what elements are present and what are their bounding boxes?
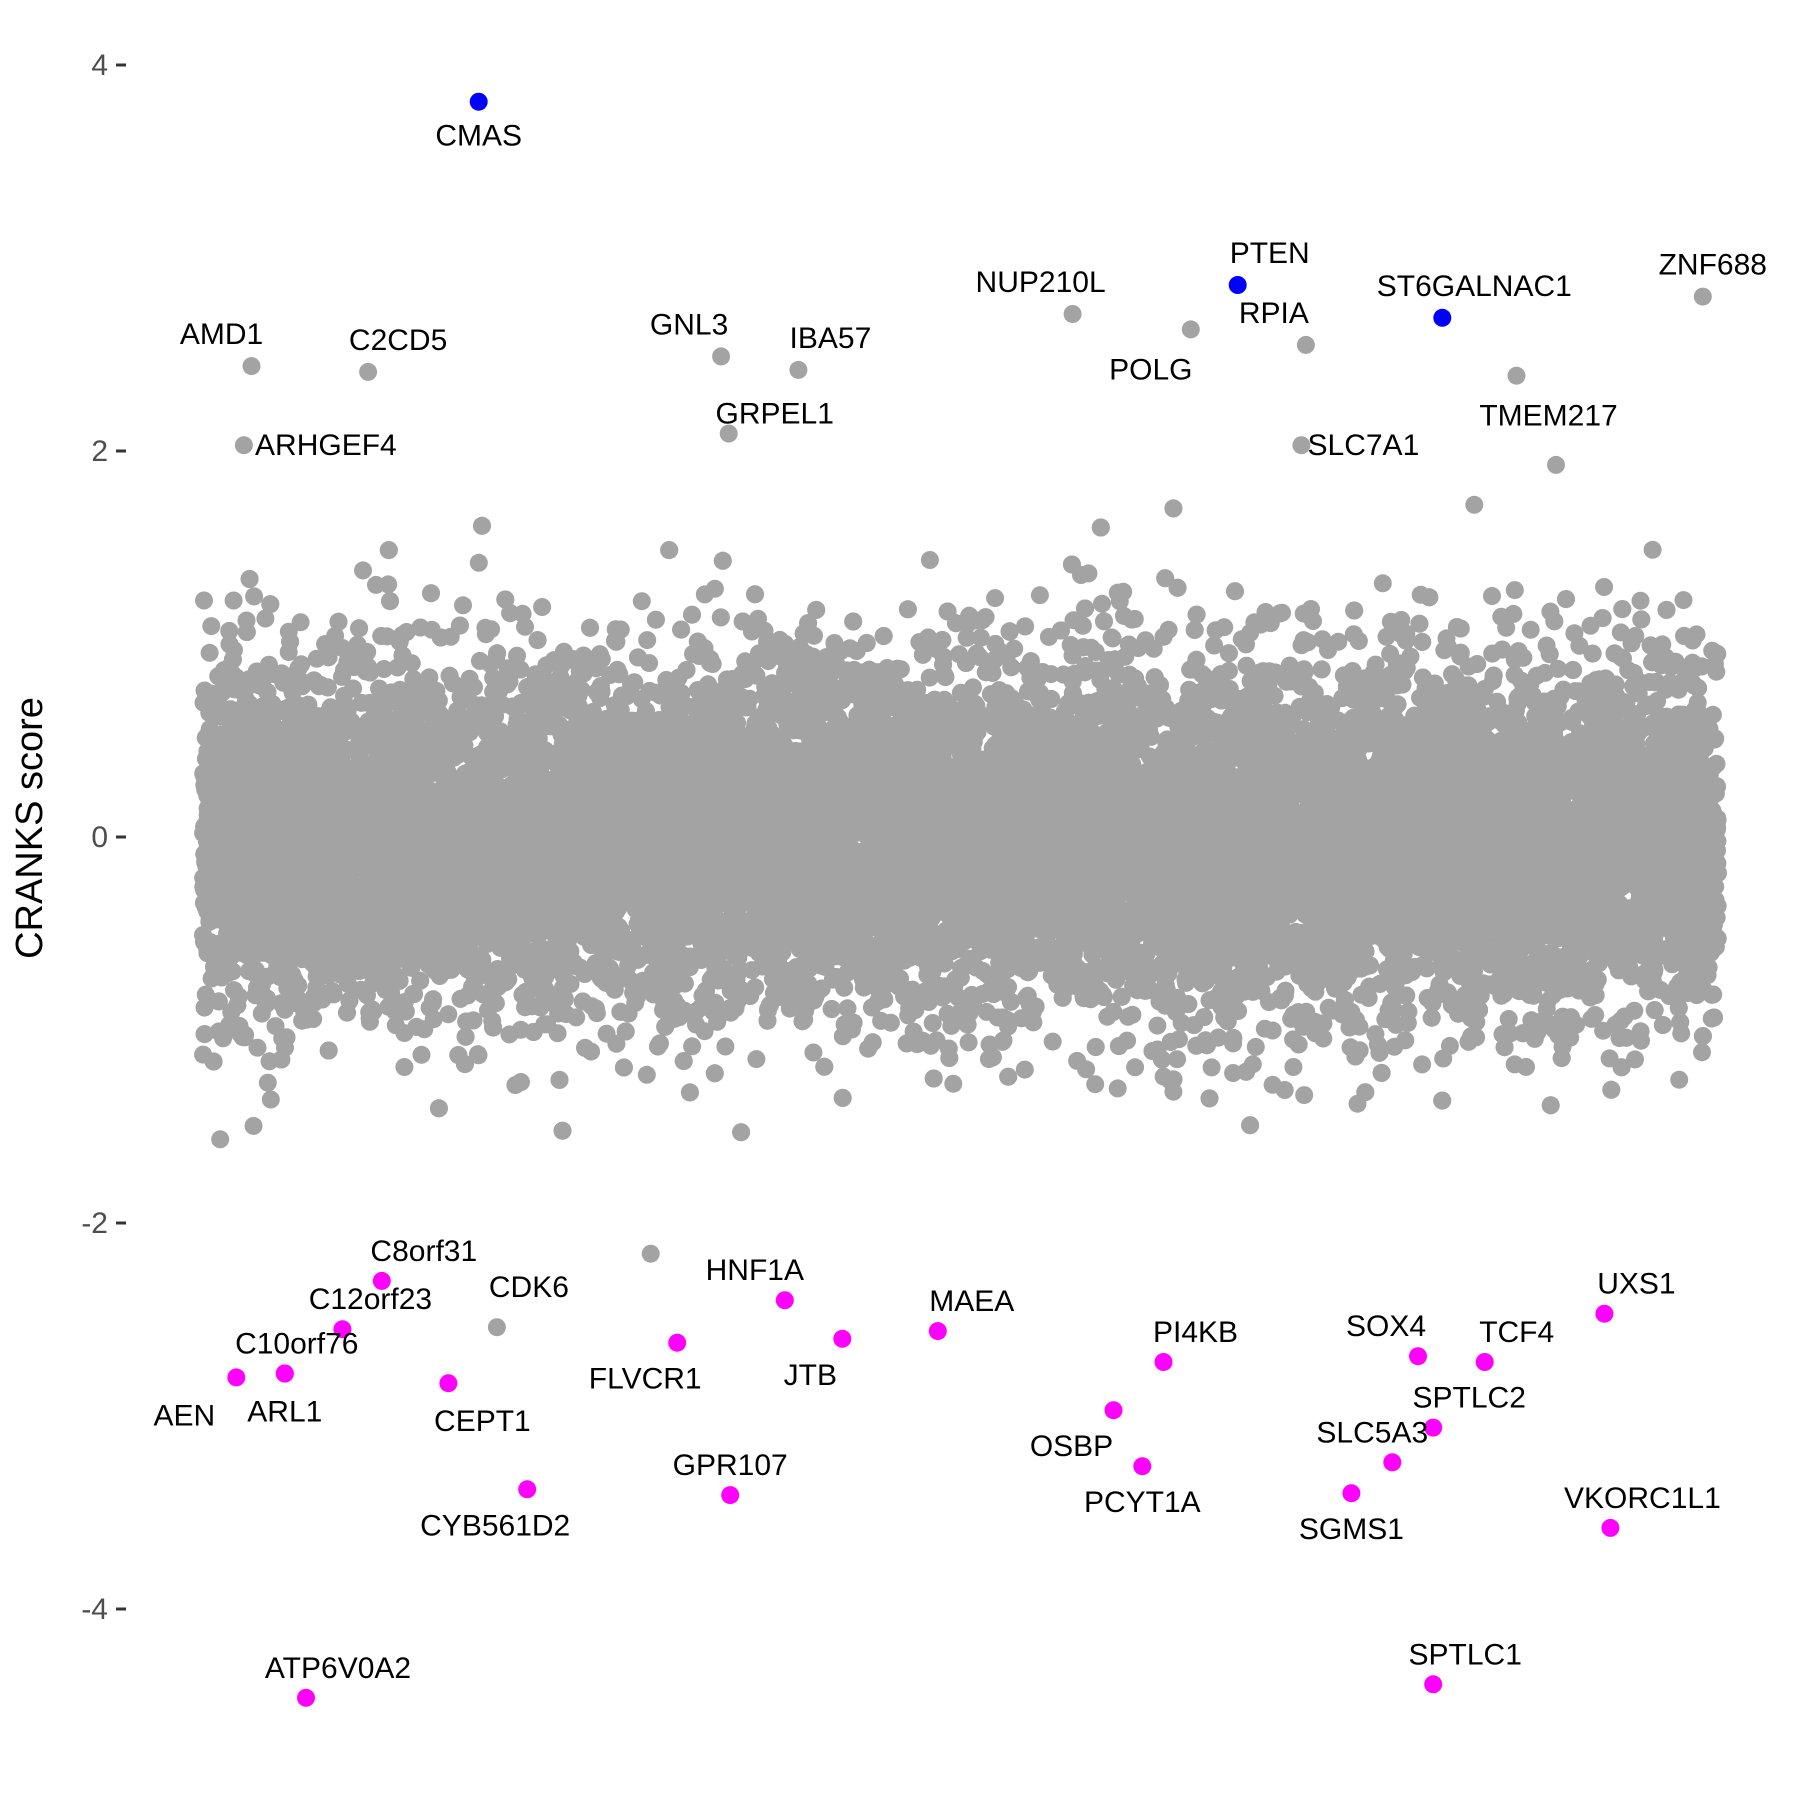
y-axis-title: CRANKS score xyxy=(9,697,51,959)
background-point xyxy=(211,1130,230,1149)
background-point xyxy=(469,553,488,572)
background-point xyxy=(244,1116,263,1135)
background-point xyxy=(1413,1055,1432,1074)
y-tick-label: 4 xyxy=(91,49,108,82)
background-point xyxy=(533,598,552,616)
background-point xyxy=(248,1038,267,1057)
background-point xyxy=(258,1073,277,1092)
background-point xyxy=(375,660,393,678)
y-tick-label: -4 xyxy=(81,1593,108,1626)
background-point xyxy=(354,561,372,580)
background-point xyxy=(1108,1079,1127,1098)
background-point xyxy=(1645,1001,1664,1019)
background-point xyxy=(923,1014,942,1032)
background-points xyxy=(194,455,1727,1263)
background-point xyxy=(1483,587,1501,605)
background-point xyxy=(1043,1032,1062,1051)
background-point xyxy=(1505,1055,1524,1074)
background-point xyxy=(716,1037,735,1056)
background-point xyxy=(920,668,939,687)
background-point xyxy=(195,591,213,610)
y-tick-label: 0 xyxy=(91,821,108,854)
background-point xyxy=(1626,1050,1644,1069)
y-axis: 4 2 0 -2 -4 xyxy=(81,49,126,1626)
y-tick-label: 2 xyxy=(91,435,108,468)
background-point xyxy=(1284,1030,1303,1049)
background-point xyxy=(1595,578,1614,596)
background-point xyxy=(1499,1010,1518,1028)
y-tick-label: -2 xyxy=(81,1207,108,1240)
background-point xyxy=(1086,1075,1105,1094)
background-point xyxy=(200,643,219,662)
background-point xyxy=(683,1037,702,1056)
